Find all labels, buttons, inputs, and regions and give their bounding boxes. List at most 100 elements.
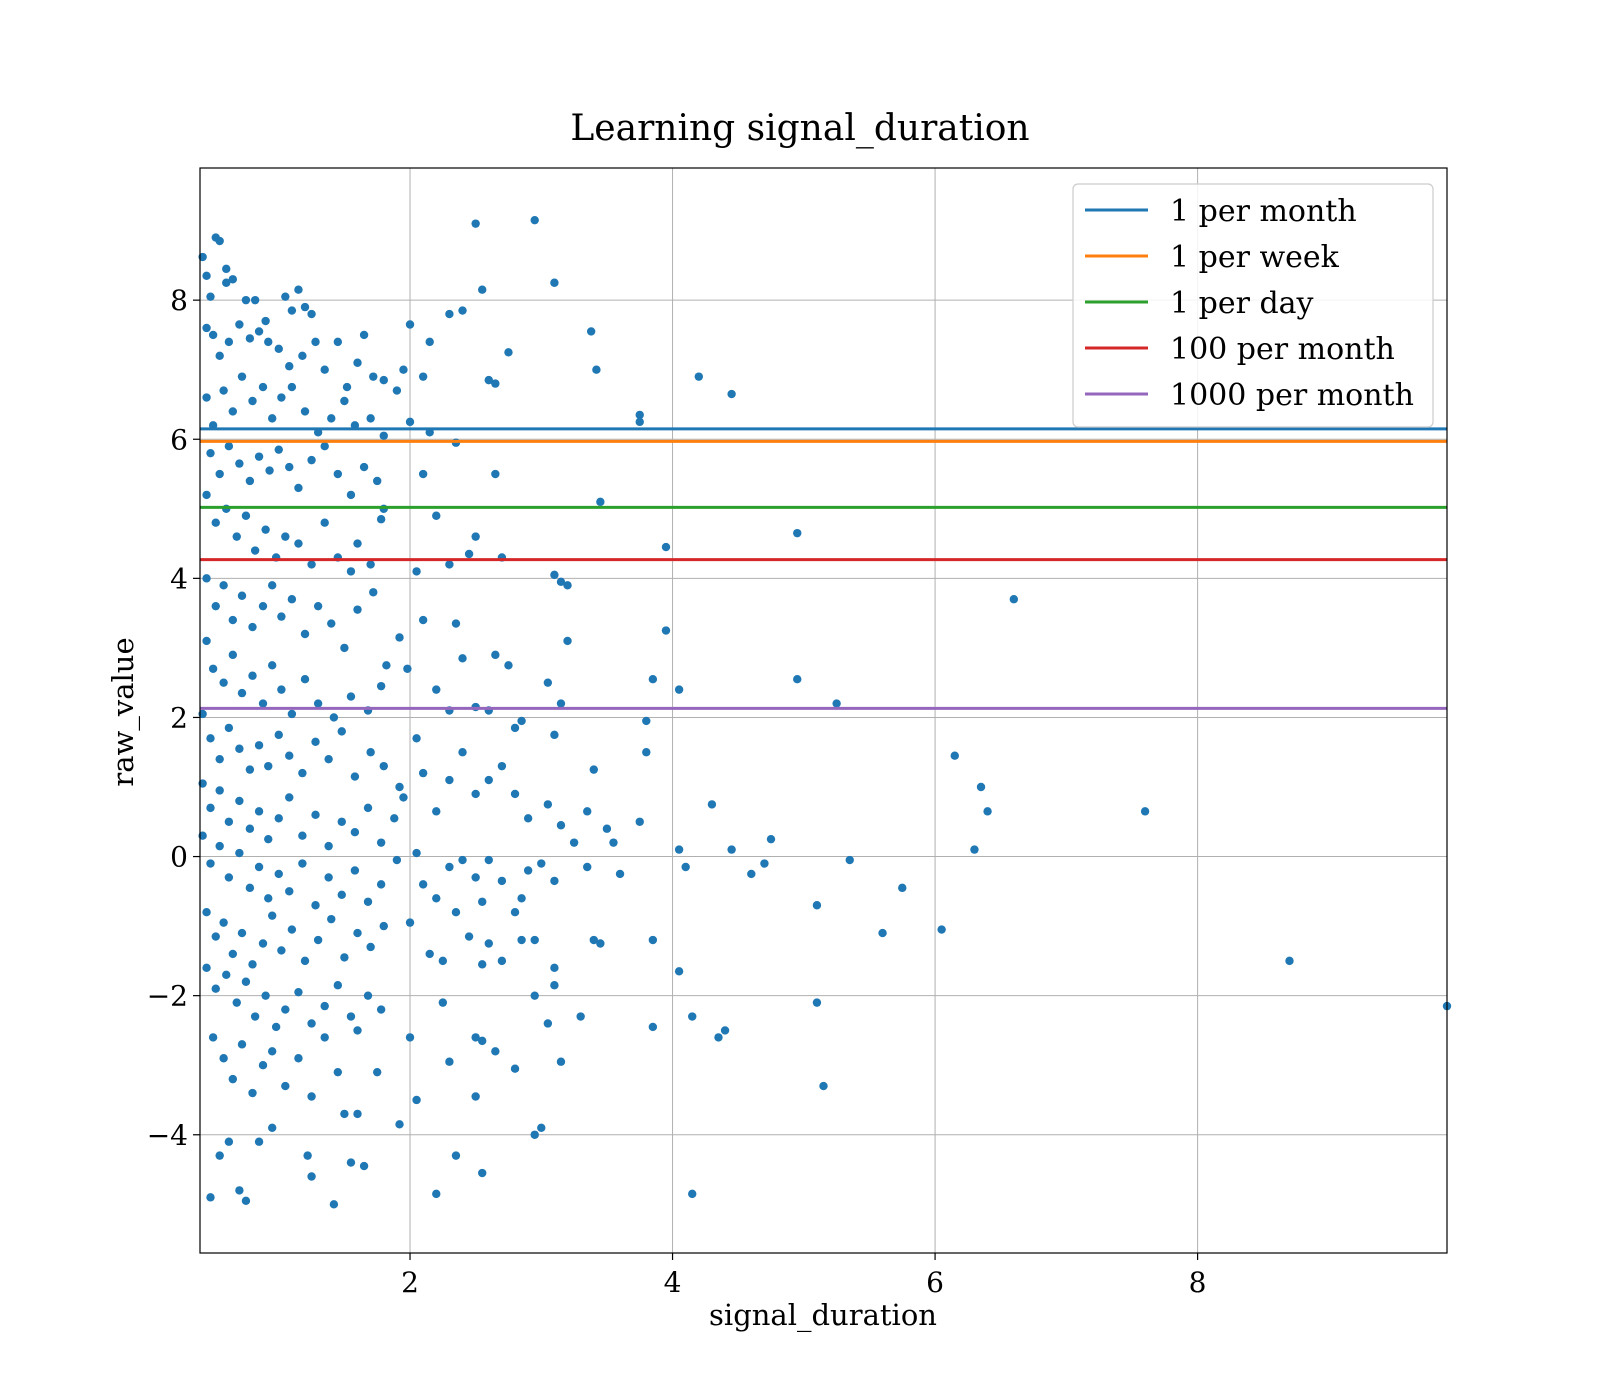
data-point [376, 880, 386, 889]
data-point [254, 741, 264, 750]
data-point [258, 1061, 268, 1070]
data-point [274, 344, 283, 354]
data-point [510, 1064, 520, 1073]
legend-label: 100 per month [1170, 332, 1395, 367]
data-point [248, 396, 257, 406]
data-point [245, 883, 255, 893]
data-point [303, 1151, 312, 1160]
data-point [478, 285, 487, 294]
data-point [543, 800, 553, 809]
data-point [340, 1109, 349, 1119]
data-point [366, 942, 375, 952]
data-point [324, 873, 333, 882]
data-point [215, 236, 224, 246]
data-point [445, 775, 454, 785]
data-points [198, 215, 1452, 1209]
data-point [206, 292, 215, 301]
data-point [405, 1033, 415, 1042]
data-point [202, 636, 211, 646]
data-point [224, 723, 234, 733]
data-point [267, 1047, 277, 1056]
data-point [1140, 807, 1150, 816]
data-point [569, 838, 579, 847]
data-point [681, 862, 690, 872]
legend-box [1072, 183, 1434, 428]
data-point [222, 264, 231, 274]
data-point [271, 1022, 281, 1032]
y-tick-label: −2 [147, 980, 188, 1013]
data-point [337, 890, 346, 900]
data-point [418, 880, 428, 889]
data-point [313, 935, 323, 945]
data-point [491, 650, 500, 660]
data-point [285, 362, 294, 371]
data-point [648, 935, 658, 945]
data-point [363, 803, 373, 813]
data-point [395, 782, 404, 792]
data-point [458, 748, 467, 757]
data-point [307, 309, 316, 319]
data-point [353, 1109, 362, 1119]
legend-label: 1 per week [1170, 240, 1340, 275]
data-point [333, 469, 343, 479]
data-point [937, 925, 946, 934]
data-point [983, 807, 992, 816]
data-point [766, 834, 776, 844]
data-point [392, 855, 402, 865]
data-point [287, 306, 297, 315]
y-tick-label: 0 [170, 841, 188, 874]
y-tick-label: −4 [147, 1119, 188, 1152]
data-point [228, 949, 238, 959]
data-point [287, 595, 297, 604]
data-point [379, 761, 388, 771]
legend-label: 1 per month [1170, 194, 1357, 229]
data-point [556, 821, 566, 830]
data-point [392, 386, 402, 395]
data-point [382, 661, 391, 670]
data-point [714, 1033, 723, 1042]
data-point [248, 1088, 257, 1098]
data-point [208, 1033, 218, 1042]
chart-title: Learning signal_duration [570, 108, 1029, 149]
data-point [478, 1168, 487, 1178]
data-point [250, 1012, 260, 1021]
data-point [376, 515, 386, 524]
data-point [215, 754, 224, 764]
data-point [294, 285, 303, 294]
y-axis-label: raw_value [106, 637, 141, 786]
data-point [523, 866, 533, 875]
data-point [215, 1151, 224, 1160]
data-point [281, 532, 290, 541]
data-point [346, 1012, 356, 1021]
data-point [615, 869, 625, 879]
data-point [350, 828, 360, 837]
data-point [510, 723, 520, 733]
data-point [405, 320, 415, 329]
data-point [219, 678, 228, 687]
data-point [471, 1033, 480, 1042]
data-point [648, 675, 658, 684]
data-point [373, 476, 382, 486]
data-point [464, 549, 474, 559]
data-point [340, 643, 349, 653]
data-point [235, 744, 244, 753]
data-point [228, 615, 238, 625]
data-point [484, 375, 493, 385]
data-point [530, 991, 539, 1000]
data-point [366, 414, 375, 423]
data-point [369, 372, 378, 381]
data-point [432, 894, 441, 903]
data-point [674, 967, 684, 976]
data-point [707, 800, 717, 809]
data-point [313, 601, 323, 611]
data-point [363, 897, 373, 906]
data-point [471, 789, 480, 799]
data-point [228, 650, 238, 660]
data-point [222, 970, 231, 979]
data-point [206, 734, 215, 743]
data-point [596, 939, 605, 948]
data-point [232, 998, 241, 1007]
data-point [399, 793, 408, 802]
data-point [250, 546, 260, 555]
